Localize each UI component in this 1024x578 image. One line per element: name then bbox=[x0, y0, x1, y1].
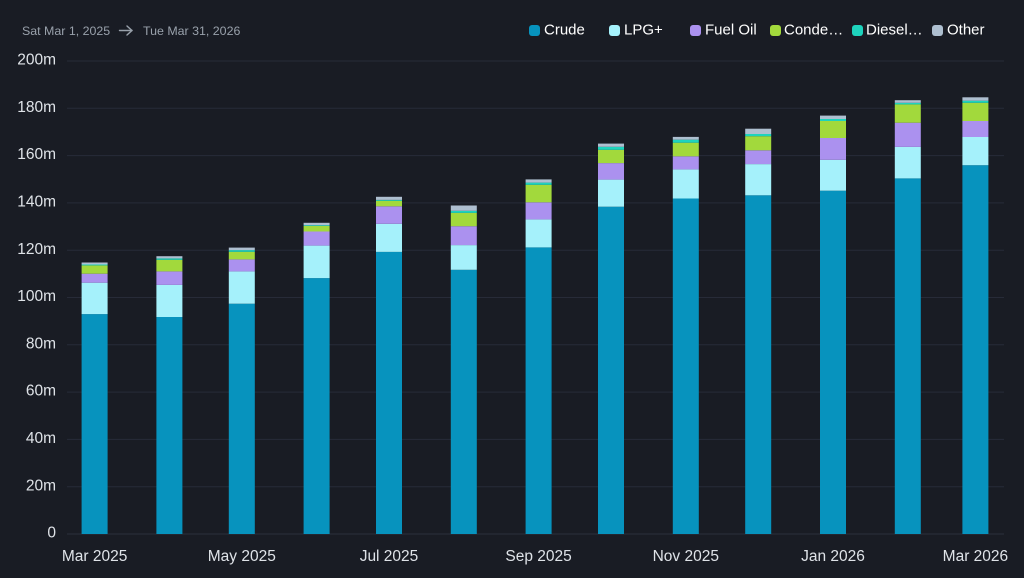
svg-text:Crude: Crude bbox=[544, 21, 585, 38]
svg-text:200m: 200m bbox=[17, 52, 56, 69]
svg-text:0: 0 bbox=[47, 525, 56, 542]
svg-text:May 2025: May 2025 bbox=[208, 548, 276, 565]
svg-text:80m: 80m bbox=[26, 335, 56, 352]
svg-text:140m: 140m bbox=[17, 194, 56, 211]
svg-text:40m: 40m bbox=[26, 430, 56, 447]
svg-text:Nov 2025: Nov 2025 bbox=[653, 548, 719, 565]
svg-text:Other: Other bbox=[947, 21, 985, 38]
svg-text:Diesel…: Diesel… bbox=[866, 21, 923, 38]
svg-text:180m: 180m bbox=[17, 99, 56, 116]
svg-text:Mar 2026: Mar 2026 bbox=[943, 548, 1008, 565]
svg-text:Fuel Oil: Fuel Oil bbox=[705, 21, 757, 38]
svg-text:Sat Mar 1, 2025: Sat Mar 1, 2025 bbox=[22, 24, 110, 38]
svg-text:160m: 160m bbox=[17, 146, 56, 163]
svg-text:Jan 2026: Jan 2026 bbox=[801, 548, 865, 565]
svg-text:Conde…: Conde… bbox=[784, 21, 843, 38]
svg-text:60m: 60m bbox=[26, 383, 56, 400]
svg-text:LPG+: LPG+ bbox=[624, 21, 663, 38]
svg-text:120m: 120m bbox=[17, 241, 56, 258]
svg-text:Mar 2025: Mar 2025 bbox=[62, 548, 127, 565]
svg-text:Jul 2025: Jul 2025 bbox=[360, 548, 419, 565]
svg-text:Tue Mar 31, 2026: Tue Mar 31, 2026 bbox=[143, 24, 240, 38]
svg-text:20m: 20m bbox=[26, 477, 56, 494]
svg-text:Sep 2025: Sep 2025 bbox=[505, 548, 571, 565]
svg-text:100m: 100m bbox=[17, 288, 56, 305]
